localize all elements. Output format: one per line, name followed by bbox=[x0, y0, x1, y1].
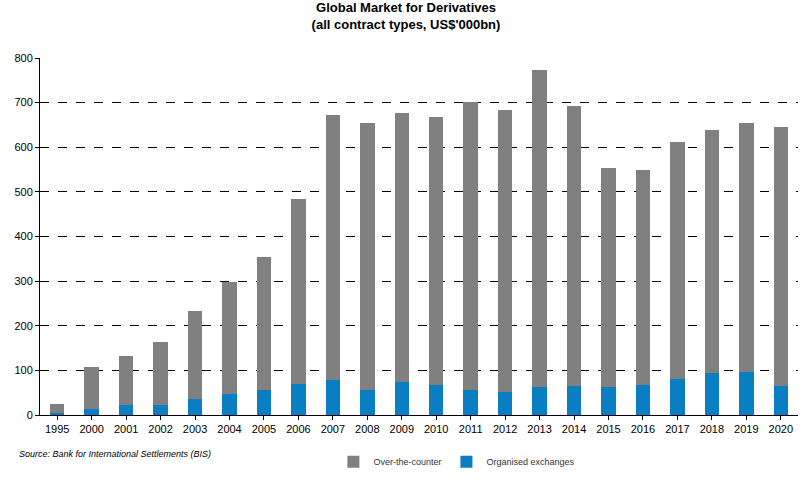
svg-text:2011: 2011 bbox=[459, 423, 483, 435]
svg-text:2015: 2015 bbox=[596, 423, 620, 435]
svg-text:2004: 2004 bbox=[217, 423, 241, 435]
svg-text:2001: 2001 bbox=[114, 423, 138, 435]
svg-text:200: 200 bbox=[14, 320, 32, 332]
svg-text:2008: 2008 bbox=[355, 423, 379, 435]
svg-text:500: 500 bbox=[14, 186, 32, 198]
svg-text:800: 800 bbox=[14, 52, 32, 64]
svg-text:2020: 2020 bbox=[769, 423, 793, 435]
svg-text:700: 700 bbox=[14, 96, 32, 108]
svg-text:2012: 2012 bbox=[493, 423, 517, 435]
svg-text:Over-the-counter: Over-the-counter bbox=[373, 457, 441, 467]
svg-text:1995: 1995 bbox=[45, 423, 69, 435]
svg-text:2003: 2003 bbox=[183, 423, 207, 435]
svg-text:2007: 2007 bbox=[321, 423, 345, 435]
svg-text:2017: 2017 bbox=[665, 423, 689, 435]
svg-text:Source: Bank for International: Source: Bank for International Settlemen… bbox=[19, 449, 211, 459]
svg-text:100: 100 bbox=[14, 364, 32, 376]
svg-text:600: 600 bbox=[14, 141, 32, 153]
svg-text:300: 300 bbox=[14, 275, 32, 287]
svg-text:2009: 2009 bbox=[390, 423, 414, 435]
svg-text:2014: 2014 bbox=[562, 423, 586, 435]
svg-text:Global Market for Derivatives(: Global Market for Derivatives(all contra… bbox=[312, 0, 501, 32]
svg-text:2000: 2000 bbox=[79, 423, 103, 435]
svg-text:2013: 2013 bbox=[527, 423, 551, 435]
svg-text:0: 0 bbox=[27, 409, 33, 421]
svg-text:2002: 2002 bbox=[148, 423, 172, 435]
svg-text:2019: 2019 bbox=[734, 423, 758, 435]
svg-text:Organised exchanges: Organised exchanges bbox=[486, 457, 574, 467]
svg-text:400: 400 bbox=[14, 230, 32, 242]
svg-text:2005: 2005 bbox=[252, 423, 276, 435]
svg-text:2016: 2016 bbox=[631, 423, 655, 435]
svg-text:2010: 2010 bbox=[424, 423, 448, 435]
svg-text:2006: 2006 bbox=[286, 423, 310, 435]
svg-text:2018: 2018 bbox=[700, 423, 724, 435]
